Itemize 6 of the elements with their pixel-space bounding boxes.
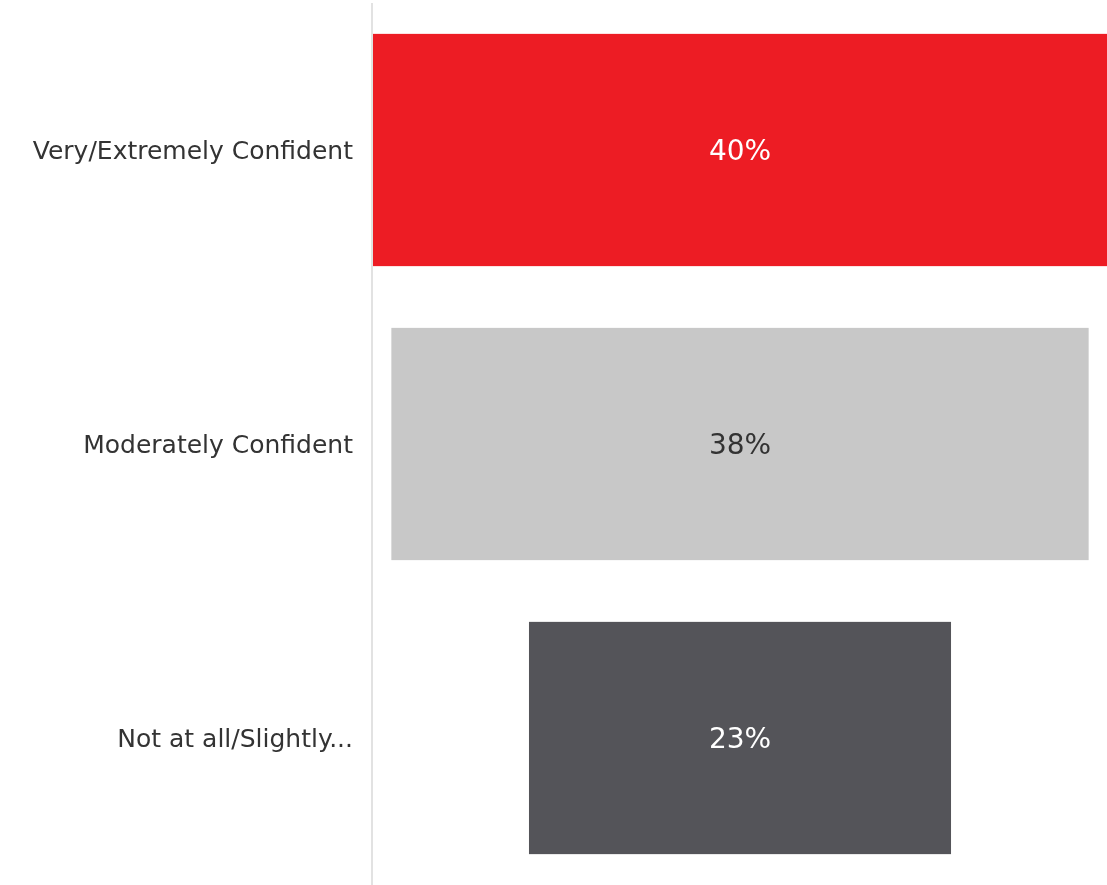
category-label: Not at all/Slightly... xyxy=(117,723,353,753)
category-label: Very/Extremely Confident xyxy=(32,135,354,165)
category-label: Moderately Confident xyxy=(83,429,354,459)
data-label: 40% xyxy=(708,133,772,167)
data-label: 38% xyxy=(708,427,772,461)
data-label: 23% xyxy=(708,721,772,755)
